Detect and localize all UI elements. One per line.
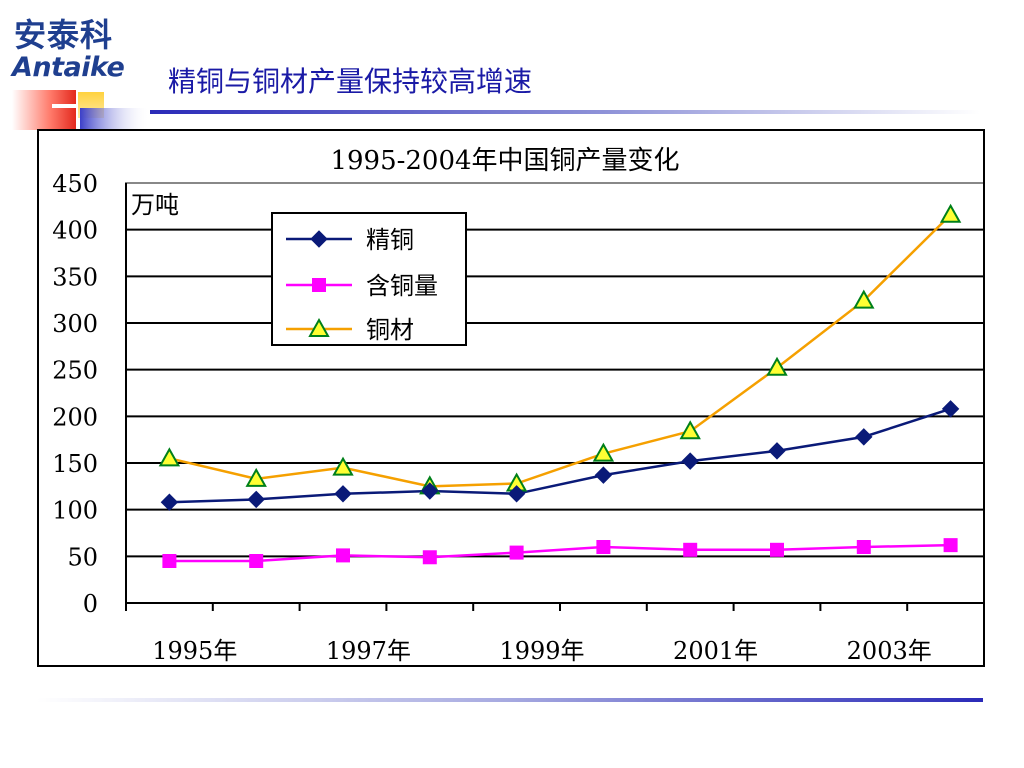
y-tick-label: 450 — [52, 170, 98, 198]
legend-label: 含铜量 — [366, 272, 438, 300]
data-point-triangle — [592, 442, 615, 462]
logo-chinese-text: 安泰科 — [14, 16, 114, 54]
series-line-square — [169, 543, 951, 563]
series-line-diamond — [169, 407, 951, 504]
data-point-square — [249, 554, 264, 568]
y-tick-label: 200 — [52, 403, 98, 431]
axes: 0 50 100 150 200 250 300 350 400 450 1995年 1997年 199… — [52, 170, 983, 665]
y-tick-label: 300 — [52, 310, 98, 338]
x-tick-label: 2003年 — [847, 637, 932, 665]
data-point-square — [422, 550, 437, 565]
data-point-triangle — [245, 467, 267, 487]
y-unit-label: 万吨 — [131, 191, 179, 219]
data-point-diamond — [421, 482, 439, 500]
logo-decoration — [12, 90, 150, 130]
antaike-logo: 安泰科 Antaike — [8, 8, 150, 138]
x-tick-label: 1999年 — [499, 637, 584, 665]
chart-frame: 0 50 100 150 200 250 300 350 400 450 1995年 1997年 199… — [37, 129, 985, 667]
legend-box — [271, 212, 467, 346]
data-point-triangle — [332, 456, 354, 476]
y-tick-label: 350 — [52, 263, 98, 291]
data-point-diamond — [334, 485, 352, 503]
data-point-diamond — [247, 490, 265, 509]
y-tick-label: 100 — [52, 497, 98, 525]
footer-rule — [37, 698, 983, 702]
x-tick-label: 1997年 — [326, 637, 411, 665]
data-point-triangle — [853, 289, 875, 309]
chart-canvas: 0 50 100 150 200 250 300 350 400 450 1995年 1997年 199… — [52, 146, 983, 665]
data-point-square — [943, 538, 958, 553]
data-point-diamond — [768, 442, 786, 460]
y-tick-label: 0 — [83, 590, 98, 618]
data-point-diamond — [594, 466, 613, 484]
legend-marker-square — [312, 278, 326, 292]
data-point-triangle — [939, 203, 962, 223]
data-point-square — [683, 542, 698, 557]
plot-area-border — [125, 182, 983, 604]
slide-title: 精铜与铜材产量保持较高增速 — [168, 65, 533, 98]
data-point-diamond — [941, 400, 960, 418]
legend-label: 精铜 — [366, 226, 414, 254]
y-tick-label: 250 — [52, 357, 98, 385]
y-tick-label: 150 — [52, 450, 98, 478]
legend-marker-triangle — [308, 317, 330, 337]
data-point-square — [336, 548, 350, 563]
data-point-square — [856, 540, 871, 554]
series-line-triangle — [169, 213, 952, 488]
data-point-square — [770, 542, 784, 557]
data-point-diamond — [160, 493, 179, 511]
title-underline — [150, 110, 980, 114]
y-tick-label: 400 — [52, 217, 98, 245]
data-point-diamond — [855, 428, 873, 446]
data-point-diamond — [507, 485, 526, 503]
x-tick-label: 1995年 — [152, 637, 237, 665]
legend-marker-diamond — [310, 230, 328, 248]
x-tick-label: 2001年 — [673, 637, 758, 665]
logo-english-text: Antaike — [12, 52, 125, 83]
data-point-triangle — [679, 420, 701, 440]
data-point-triangle — [766, 356, 788, 376]
data-point-square — [596, 540, 611, 554]
legend-label: 铜材 — [366, 316, 414, 344]
data-point-diamond — [681, 452, 699, 470]
y-tick-label: 50 — [67, 543, 98, 571]
data-point-triangle — [158, 447, 181, 467]
chart-title: 1995-2004年中国铜产量变化 — [330, 146, 679, 176]
series-lines — [158, 203, 962, 568]
data-point-square — [509, 545, 524, 560]
data-point-square — [162, 554, 177, 568]
